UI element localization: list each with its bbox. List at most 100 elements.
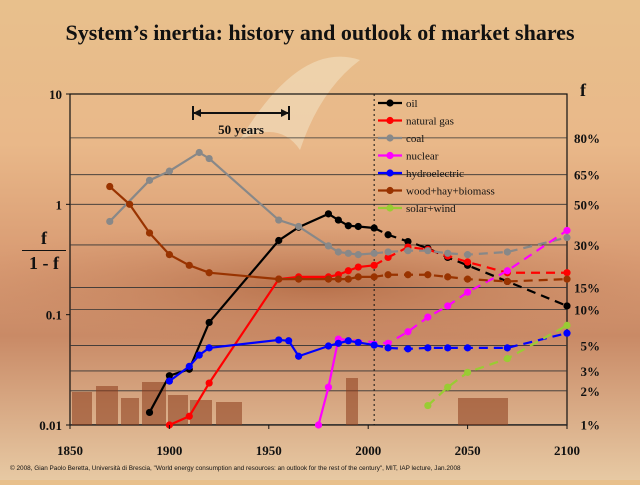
fifty-years-annotation: 50 years — [192, 106, 290, 137]
x-tick-label-2000: 2000 — [355, 443, 381, 458]
legend-label-0: oil — [406, 98, 418, 110]
series-point-2-13 — [404, 247, 412, 255]
series-point-4-15 — [444, 344, 452, 352]
series-point-4-17 — [503, 344, 511, 352]
series-point-4-12 — [384, 344, 392, 352]
building-1 — [96, 386, 118, 425]
background-band — [0, 230, 640, 340]
x-tick-label-1950: 1950 — [256, 443, 282, 458]
series-point-2-12 — [384, 248, 392, 256]
series-point-4-18 — [563, 329, 571, 337]
series-point-5-6 — [275, 275, 283, 283]
series-point-2-9 — [344, 249, 352, 257]
y-tick-label-left-1: 0.1 — [46, 308, 62, 323]
series-point-0-7 — [334, 216, 342, 224]
series-point-5-4 — [185, 261, 193, 269]
legend-label-3: nuclear — [406, 151, 439, 163]
series-point-2-16 — [464, 251, 472, 259]
y-tick-label-right-7: 50% — [574, 197, 600, 212]
legend-swatch-marker-2 — [386, 134, 394, 142]
building-6 — [216, 402, 242, 425]
y-tick-label-right-0: 1% — [581, 418, 601, 433]
series-point-0-0 — [145, 408, 154, 417]
legend-swatch-marker-5 — [386, 186, 394, 195]
series-point-5-18 — [503, 277, 511, 286]
series-point-0-9 — [354, 222, 362, 231]
series-line-historical-1 — [168, 264, 375, 427]
series-point-0-11 — [384, 231, 392, 239]
series-point-4-1 — [185, 362, 193, 370]
y-tick-label-left-0: 0.01 — [39, 418, 62, 433]
legend-label-1: natural gas — [406, 116, 454, 128]
series-point-2-17 — [503, 248, 511, 256]
series-point-0-8 — [344, 222, 352, 230]
y-tick-label-right-9: 80% — [574, 131, 600, 146]
y-tick-label-right-8: 65% — [574, 168, 600, 183]
legend-label-2: coal — [406, 133, 424, 145]
series-point-3-5 — [424, 313, 432, 321]
series-point-3-0 — [314, 421, 323, 429]
series-point-5-3 — [165, 251, 173, 259]
series-point-5-9 — [334, 275, 342, 283]
series-point-4-2 — [195, 351, 203, 359]
legend-label-4: hydroelectric — [406, 168, 464, 180]
series-point-5-1 — [126, 200, 134, 208]
y-axis-label-left: f 1 - f — [22, 228, 66, 273]
series-point-1-8 — [354, 263, 362, 271]
y-label-numerator: f — [41, 228, 47, 248]
series-point-1-7 — [344, 267, 352, 275]
legend-label-5: wood+hay+biomass — [406, 186, 495, 198]
building-decorations — [72, 378, 508, 425]
y-tick-label-left-2: 1 — [56, 197, 63, 212]
series-layer — [106, 148, 571, 429]
series-point-6-1 — [444, 383, 452, 391]
series-point-3-8 — [503, 267, 511, 275]
annotation-label: 50 years — [218, 122, 264, 137]
legend-swatch-marker-0 — [386, 99, 394, 107]
series-point-4-8 — [334, 339, 342, 347]
y-tick-label-right-2: 3% — [581, 364, 601, 379]
series-point-5-15 — [424, 271, 432, 279]
y-tick-label-right-3: 5% — [581, 338, 601, 353]
series-point-4-0 — [165, 377, 173, 385]
building-0 — [72, 392, 92, 425]
series-point-3-6 — [444, 302, 452, 310]
y-tick-label-right-1: 2% — [581, 384, 601, 399]
series-point-2-3 — [195, 148, 203, 157]
axis-ticks: 1850 1900 1950 2000 2050 2100 0.01 0.1 1 10 1% 2% 3%… — [39, 87, 600, 458]
series-point-4-16 — [464, 344, 472, 352]
series-point-5-2 — [145, 229, 154, 237]
y-axis-label-right: f — [580, 80, 586, 100]
series-point-0-10 — [370, 224, 378, 232]
legend: oil natural gas coal nuclear hydroelectric wo… — [378, 98, 495, 215]
series-point-2-5 — [275, 216, 283, 224]
y-label-fraction-bar — [22, 250, 66, 251]
series-point-5-11 — [354, 273, 362, 281]
series-point-4-14 — [424, 344, 432, 352]
series-point-5-0 — [106, 182, 114, 191]
series-point-2-0 — [106, 217, 114, 226]
legend-swatch-marker-4 — [386, 169, 394, 177]
x-tick-label-2100: 2100 — [554, 443, 580, 458]
series-point-3-1 — [324, 383, 333, 391]
series-point-5-7 — [295, 275, 303, 283]
y-tick-label-left-3: 10 — [49, 87, 62, 102]
series-point-5-12 — [370, 273, 378, 281]
series-point-3-7 — [464, 288, 472, 296]
series-point-0-4 — [275, 236, 283, 245]
series-point-5-10 — [344, 275, 352, 283]
x-tick-label-1850: 1850 — [57, 443, 83, 458]
series-2 — [106, 148, 571, 259]
series-point-5-14 — [404, 271, 412, 279]
series-point-1-10 — [384, 253, 392, 262]
x-tick-label-1900: 1900 — [156, 443, 182, 458]
legend-label-6: solar+wind — [406, 203, 456, 215]
series-5 — [106, 182, 571, 286]
annotation-arrowhead-right — [281, 109, 289, 117]
series-point-6-4 — [563, 321, 571, 329]
series-point-3-4 — [404, 328, 412, 336]
building-5 — [190, 400, 212, 425]
series-point-0-17 — [563, 302, 571, 310]
legend-swatch-marker-1 — [386, 116, 394, 125]
